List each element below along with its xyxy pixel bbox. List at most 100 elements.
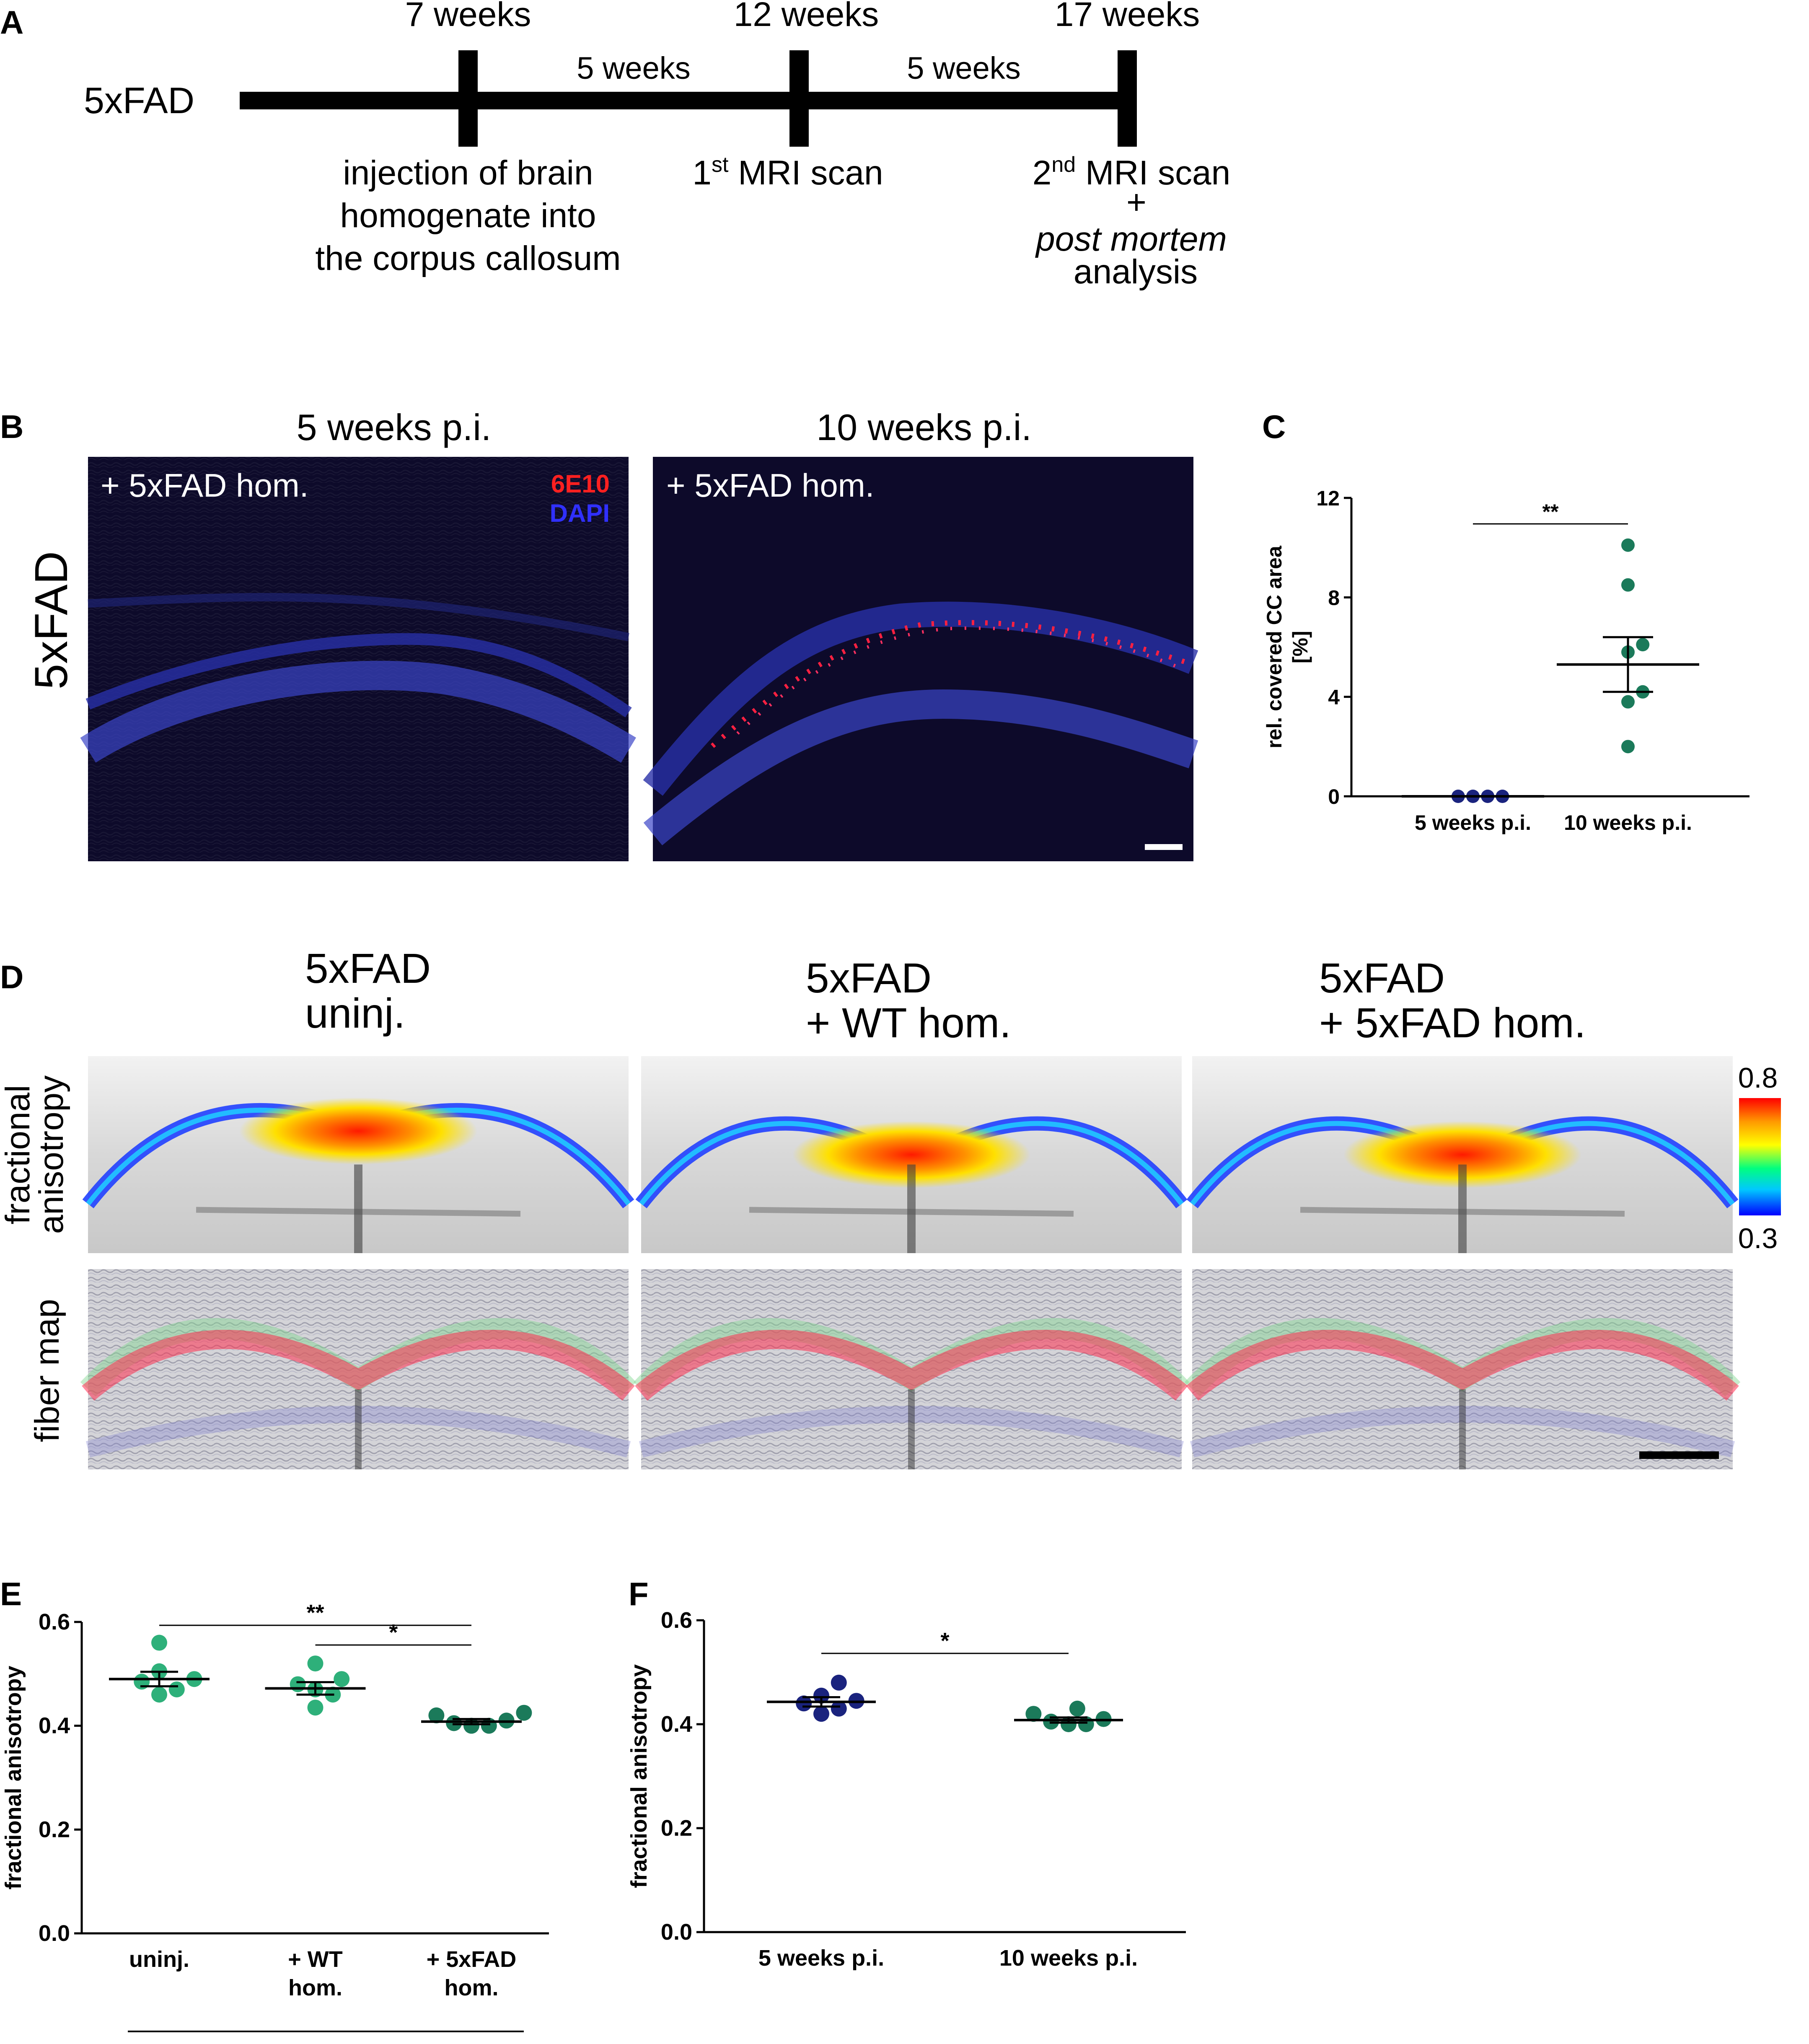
data-point bbox=[1621, 578, 1635, 592]
fiber-red-band bbox=[1186, 1329, 1739, 1401]
timeline-tick-3 bbox=[1118, 50, 1137, 147]
midline bbox=[355, 1389, 362, 1469]
midline bbox=[354, 1164, 362, 1253]
data-point bbox=[813, 1687, 829, 1704]
data-point bbox=[481, 1718, 497, 1734]
event-post-mortem: post mortem bbox=[1035, 220, 1227, 258]
mri-column-title: uninj. bbox=[305, 990, 405, 1037]
y-tick-label: 0.4 bbox=[661, 1712, 692, 1737]
event-first-mri: 1st MRI scan bbox=[692, 153, 883, 192]
fa-map-image bbox=[635, 1056, 1188, 1253]
mri-column-title: + WT hom. bbox=[806, 1000, 1011, 1047]
timeline-tick-1 bbox=[458, 50, 478, 147]
data-point bbox=[1078, 1716, 1094, 1732]
data-point bbox=[151, 1635, 167, 1651]
timepoint-label: 12 weeks bbox=[734, 0, 879, 34]
colorbar-min: 0.3 bbox=[1738, 1223, 1778, 1254]
fa-map-image bbox=[1186, 1056, 1739, 1253]
fiber-map-row bbox=[80, 1269, 1741, 1469]
ventricle bbox=[749, 1207, 1074, 1217]
data-point bbox=[813, 1706, 829, 1722]
y-tick-label: 12 bbox=[1316, 487, 1340, 510]
interval-label: 5 weeks bbox=[577, 51, 690, 85]
panel-b: B 5 weeks p.i. 10 weeks p.i. 5xFAD + 5xF… bbox=[0, 407, 1198, 861]
midline bbox=[1459, 1389, 1466, 1469]
event-injection-line: homogenate into bbox=[340, 197, 596, 235]
x-tick-label: + WT bbox=[288, 1947, 343, 1972]
timepoint-label: 7 weeks bbox=[405, 0, 531, 34]
y-tick-label: 8 bbox=[1328, 586, 1340, 609]
timeline-tick-2 bbox=[789, 50, 809, 147]
y-axis-label: [%] bbox=[1289, 631, 1312, 663]
mri-row-label: fiber map bbox=[28, 1299, 66, 1442]
significance-label: * bbox=[389, 1620, 398, 1645]
fiber-map-image bbox=[80, 1269, 637, 1469]
data-point bbox=[831, 1700, 847, 1717]
significance-label: ** bbox=[306, 1600, 324, 1625]
y-axis-label: fractional anisotropy bbox=[626, 1664, 652, 1888]
histology-inset-label: + 5xFAD hom. bbox=[101, 467, 308, 504]
interval-label: 5 weeks bbox=[907, 51, 1020, 85]
event-analysis: analysis bbox=[1074, 253, 1198, 291]
x-tick-label: 10 weeks p.i. bbox=[999, 1946, 1138, 1971]
data-point bbox=[516, 1705, 532, 1721]
mri-column-title: 5xFAD bbox=[1319, 955, 1445, 1002]
timeline-strain-label: 5xFAD bbox=[84, 80, 194, 121]
data-point bbox=[168, 1681, 185, 1697]
mri-row-label: anisotropy bbox=[32, 1075, 70, 1234]
corpus-callosum-hotspot bbox=[1343, 1121, 1581, 1188]
x-tick-label: hom. bbox=[288, 1975, 342, 2000]
y-tick-label: 0.0 bbox=[39, 1921, 70, 1946]
y-tick-label: 0.2 bbox=[661, 1816, 692, 1841]
fiber-map-image bbox=[633, 1269, 1190, 1469]
data-point bbox=[334, 1671, 350, 1687]
histology-row-label: 5xFAD bbox=[26, 551, 77, 689]
histology-column-title: 5 weeks p.i. bbox=[297, 407, 492, 448]
panel-c-letter: C bbox=[1262, 408, 1286, 445]
x-tick-label: uninj. bbox=[129, 1947, 189, 1972]
fiber-red-band bbox=[635, 1329, 1188, 1401]
significance-label: ** bbox=[1542, 500, 1559, 523]
midline bbox=[908, 1389, 915, 1469]
y-tick-label: 4 bbox=[1328, 686, 1340, 709]
chart-c: 0 4 8 12 rel. covered CC area [%] 5 weeks p.i.… bbox=[1263, 487, 1749, 834]
panel-b-letter: B bbox=[0, 408, 23, 445]
data-point bbox=[290, 1676, 306, 1692]
fiber-map-image bbox=[1184, 1269, 1741, 1469]
chart-e: 0.0 0.2 0.4 0.6 fractional anisotropy uninj. +… bbox=[1, 1600, 549, 2032]
panel-e: E 0.0 0.2 0.4 0.6 fractional anisotropy uninj… bbox=[0, 1575, 549, 2032]
mri-column-title: 5xFAD bbox=[806, 955, 932, 1002]
mri-column-title: + 5xFAD hom. bbox=[1319, 1000, 1586, 1047]
y-axis-label: fractional anisotropy bbox=[1, 1666, 26, 1889]
y-tick-label: 0.6 bbox=[39, 1609, 70, 1635]
x-tick-label: 5 weeks p.i. bbox=[758, 1946, 884, 1971]
data-point bbox=[307, 1655, 323, 1672]
mri-column-title: 5xFAD bbox=[305, 945, 431, 992]
midline bbox=[907, 1164, 916, 1253]
colorbar bbox=[1739, 1098, 1781, 1215]
data-point bbox=[1621, 538, 1635, 552]
histology-column-title: 10 weeks p.i. bbox=[816, 407, 1032, 448]
panel-a-letter: A bbox=[0, 4, 23, 41]
x-tick-label: + 5xFAD bbox=[427, 1947, 517, 1972]
x-tick-label: 10 weeks p.i. bbox=[1564, 811, 1692, 834]
panel-d-letter: D bbox=[0, 959, 23, 995]
panel-f-letter: F bbox=[629, 1575, 649, 1612]
corpus-callosum-hotspot bbox=[239, 1097, 477, 1165]
event-injection-line: the corpus callosum bbox=[315, 239, 621, 277]
fa-map-image bbox=[82, 1056, 634, 1253]
corpus-callosum-hotspot bbox=[792, 1121, 1030, 1188]
data-point bbox=[1621, 740, 1635, 754]
event-plus: + bbox=[1126, 183, 1146, 221]
data-point bbox=[831, 1674, 847, 1691]
y-tick-label: 0.2 bbox=[39, 1817, 70, 1842]
y-axis-label: rel. covered CC area bbox=[1263, 545, 1286, 749]
data-point bbox=[1025, 1706, 1042, 1722]
scale-bar bbox=[1145, 844, 1183, 850]
fa-map-row bbox=[82, 1056, 1739, 1253]
y-tick-label: 0.6 bbox=[661, 1608, 692, 1633]
chart-f: 0.0 0.2 0.4 0.6 fractional anisotropy 5 weeks… bbox=[626, 1608, 1186, 1971]
data-point bbox=[307, 1699, 323, 1716]
colorbar-max: 0.8 bbox=[1738, 1062, 1778, 1094]
